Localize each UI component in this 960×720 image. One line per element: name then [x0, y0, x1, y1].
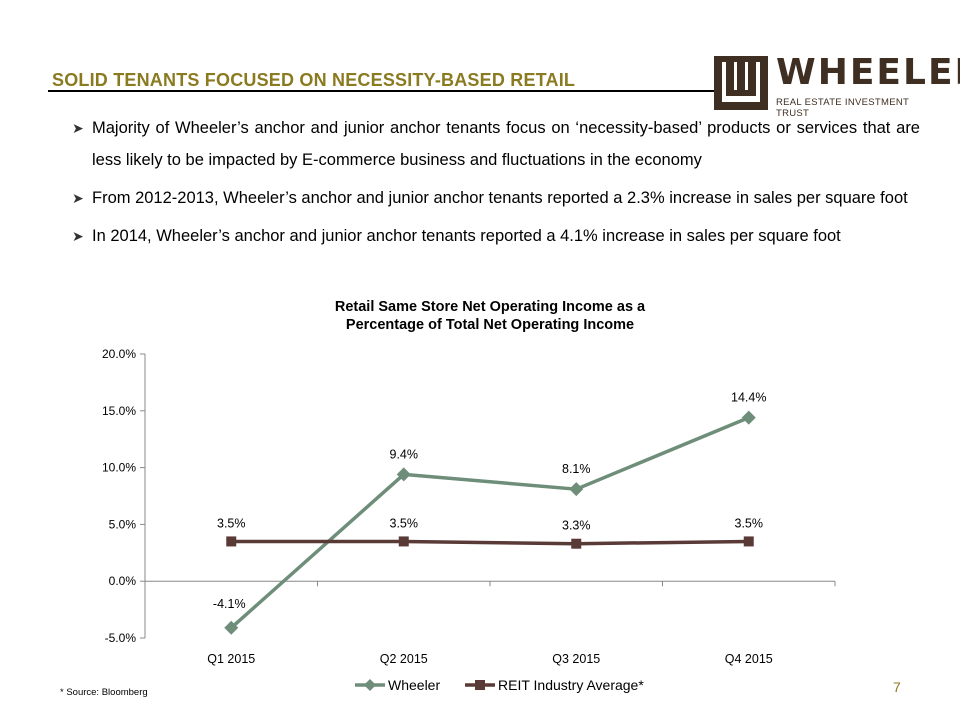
- bullet-item: ➤ Majority of Wheeler’s anchor and junio…: [72, 112, 920, 176]
- data-label: 14.4%: [731, 391, 766, 405]
- legend-marker-diamond: [364, 679, 376, 691]
- bullet-list: ➤ Majority of Wheeler’s anchor and junio…: [72, 112, 920, 258]
- chart-title-line-1: Retail Same Store Net Operating Income a…: [334, 299, 646, 315]
- wheeler-logo-mark-icon: [714, 56, 768, 110]
- chart-title-line-2: Percentage of Total Net Operating Income: [345, 317, 635, 333]
- y-tick-label: 15.0%: [102, 404, 136, 418]
- legend-label: REIT Industry Average*: [498, 677, 644, 693]
- logo-subtitle: REAL ESTATE INVESTMENT TRUST: [776, 97, 909, 119]
- data-point-diamond: [224, 620, 239, 635]
- series-line-wheeler: [230, 415, 750, 630]
- y-tick-label: 20.0%: [102, 347, 136, 361]
- x-category-label: Q4 2015: [725, 652, 773, 666]
- page-title: SOLID TENANTS FOCUSED ON NECESSITY-BASED…: [52, 70, 576, 90]
- y-tick-label: -5.0%: [105, 631, 137, 645]
- arrow-bullet-icon: ➤: [72, 228, 84, 244]
- bullet-text: From 2012-2013, Wheeler’s anchor and jun…: [92, 189, 908, 207]
- data-label: 3.5%: [390, 516, 419, 530]
- bullet-text: In 2014, Wheeler’s anchor and junior anc…: [92, 227, 841, 245]
- data-point-square: [571, 538, 582, 549]
- data-label: 3.5%: [735, 516, 764, 530]
- data-label: -4.1%: [213, 597, 246, 611]
- bullet-item: ➤ From 2012-2013, Wheeler’s anchor and j…: [72, 182, 920, 214]
- source-footnote: * Source: Bloomberg: [60, 687, 148, 698]
- data-point-diamond: [396, 467, 411, 482]
- y-tick-label: 0.0%: [109, 574, 137, 588]
- x-category-label: Q3 2015: [552, 652, 600, 666]
- arrow-bullet-icon: ➤: [72, 190, 84, 206]
- arrow-bullet-icon: ➤: [72, 120, 84, 136]
- data-point-diamond: [741, 410, 756, 425]
- y-tick-label: 10.0%: [102, 461, 136, 475]
- legend-label: Wheeler: [388, 677, 440, 693]
- x-category-label: Q1 2015: [207, 652, 255, 666]
- title-underline: [48, 90, 716, 92]
- data-point-square: [226, 536, 237, 547]
- data-point-square: [743, 536, 754, 547]
- legend-marker-square: [475, 680, 485, 690]
- data-point-diamond: [569, 482, 584, 497]
- data-label: 8.1%: [562, 462, 591, 476]
- data-label: 3.3%: [562, 519, 591, 533]
- data-label: 9.4%: [390, 447, 419, 461]
- data-label: 3.5%: [217, 516, 246, 530]
- bullet-item: ➤ In 2014, Wheeler’s anchor and junior a…: [72, 220, 920, 252]
- bullet-text: Majority of Wheeler’s anchor and junior …: [92, 119, 920, 169]
- series-line-reit-average: [231, 539, 749, 546]
- page-number: 7: [893, 679, 901, 695]
- data-point-square: [398, 536, 409, 547]
- y-tick-label: 5.0%: [109, 517, 137, 531]
- chart-title: Retail Same Store Net Operating Income a…: [290, 298, 690, 334]
- x-category-label: Q2 2015: [380, 652, 428, 666]
